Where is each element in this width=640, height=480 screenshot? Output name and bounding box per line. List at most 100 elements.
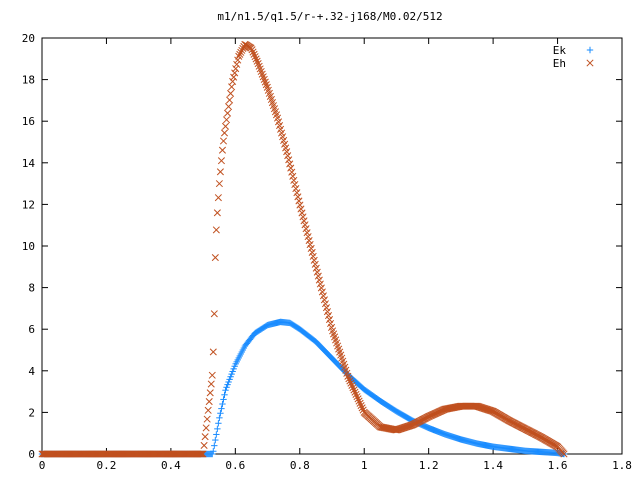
- data-point-eh: [206, 389, 214, 397]
- data-point-eh: [249, 48, 257, 56]
- data-point-eh: [205, 398, 213, 406]
- data-point-eh: [224, 109, 232, 117]
- data-point-eh: [251, 53, 259, 61]
- data-point-eh: [233, 60, 241, 68]
- data-point-eh: [217, 157, 225, 165]
- data-point-eh: [293, 189, 301, 197]
- data-point-eh: [295, 197, 303, 205]
- y-tick-label: 12: [22, 198, 35, 211]
- data-point-eh: [211, 253, 219, 262]
- data-point-eh: [225, 103, 233, 111]
- data-point-eh: [204, 406, 212, 414]
- data-point-eh: [350, 386, 358, 394]
- data-point-eh: [199, 450, 207, 458]
- data-point-eh: [347, 379, 355, 387]
- data-point-eh: [292, 185, 300, 193]
- data-point-eh: [227, 89, 235, 97]
- legend-marker: [586, 46, 594, 54]
- data-point-ek: [222, 387, 229, 394]
- data-point-eh: [283, 148, 291, 156]
- x-tick-label: 1.8: [612, 459, 632, 472]
- data-point-eh: [215, 180, 223, 188]
- data-point-eh: [355, 397, 363, 405]
- data-point-eh: [284, 152, 292, 160]
- data-point-ek: [218, 405, 225, 412]
- data-point-ek: [216, 414, 223, 422]
- x-tick-label: 1.4: [483, 459, 503, 472]
- y-tick-label: 2: [28, 406, 35, 419]
- data-point-eh: [346, 377, 354, 385]
- data-point-eh: [357, 402, 365, 410]
- data-point-ek: [209, 450, 216, 458]
- data-point-eh: [359, 406, 367, 414]
- data-point-eh: [354, 395, 362, 403]
- chart-title: m1/n1.5/q1.5/r-+.32-j168/M0.02/512: [217, 10, 442, 23]
- x-tick-label: 0.4: [161, 459, 181, 472]
- x-tick-label: 1.6: [548, 459, 568, 472]
- data-point-eh: [216, 168, 224, 176]
- data-marks: [38, 40, 568, 458]
- data-point-eh: [218, 146, 227, 154]
- y-tick-label: 4: [28, 365, 35, 378]
- y-tick-label: 6: [28, 323, 35, 336]
- data-point-ek: [220, 396, 227, 403]
- data-point-eh: [201, 433, 209, 441]
- series-eh: [38, 40, 568, 458]
- data-point-eh: [353, 393, 361, 401]
- data-point-eh: [214, 194, 222, 202]
- data-point-eh: [237, 48, 245, 56]
- data-point-eh: [232, 65, 240, 73]
- data-point-eh: [253, 57, 261, 65]
- y-tick-label: 20: [22, 32, 35, 45]
- data-point-eh: [197, 450, 205, 458]
- x-tick-label: 1: [361, 459, 368, 472]
- data-point-ek: [221, 391, 228, 399]
- data-point-ek: [215, 420, 222, 427]
- data-point-eh: [248, 46, 256, 54]
- x-tick-label: 0.2: [97, 459, 117, 472]
- data-point-eh: [198, 450, 206, 458]
- data-point-eh: [221, 122, 230, 130]
- data-point-eh: [287, 164, 295, 172]
- data-point-ek: [217, 410, 224, 417]
- data-point-ek: [210, 448, 217, 455]
- data-point-eh: [200, 441, 208, 449]
- data-point-eh: [236, 50, 244, 58]
- data-point-ek: [219, 400, 226, 408]
- data-point-eh: [286, 160, 294, 168]
- data-point-eh: [560, 450, 568, 458]
- data-point-eh: [203, 415, 211, 423]
- legend-marker: [586, 59, 594, 67]
- data-point-eh: [290, 176, 298, 184]
- data-point-eh: [250, 50, 258, 58]
- data-point-ek: [213, 431, 220, 438]
- data-point-eh: [213, 209, 221, 217]
- data-point-eh: [226, 96, 234, 104]
- plot-frame: [41, 37, 623, 455]
- data-point-eh: [291, 180, 299, 189]
- data-point-eh: [349, 384, 357, 392]
- legend-label: Eh: [553, 57, 566, 70]
- data-point-eh: [356, 399, 364, 407]
- data-point-ek: [211, 442, 218, 449]
- x-tick-label: 0.6: [225, 459, 245, 472]
- data-point-eh: [219, 137, 228, 145]
- data-point-eh: [220, 129, 229, 137]
- data-point-eh: [209, 348, 217, 356]
- data-point-eh: [288, 168, 296, 176]
- data-point-eh: [230, 73, 238, 81]
- y-tick-label: 16: [22, 115, 35, 128]
- data-point-eh: [294, 193, 302, 201]
- data-point-eh: [358, 404, 366, 412]
- data-point-eh: [345, 375, 353, 383]
- data-point-eh: [210, 310, 218, 318]
- data-point-eh: [196, 450, 204, 458]
- data-point-eh: [222, 116, 231, 124]
- data-point-eh: [344, 372, 352, 380]
- y-tick-label: 10: [22, 240, 35, 253]
- data-point-eh: [252, 55, 260, 63]
- y-tick-label: 18: [22, 74, 35, 87]
- data-point-eh: [207, 380, 215, 388]
